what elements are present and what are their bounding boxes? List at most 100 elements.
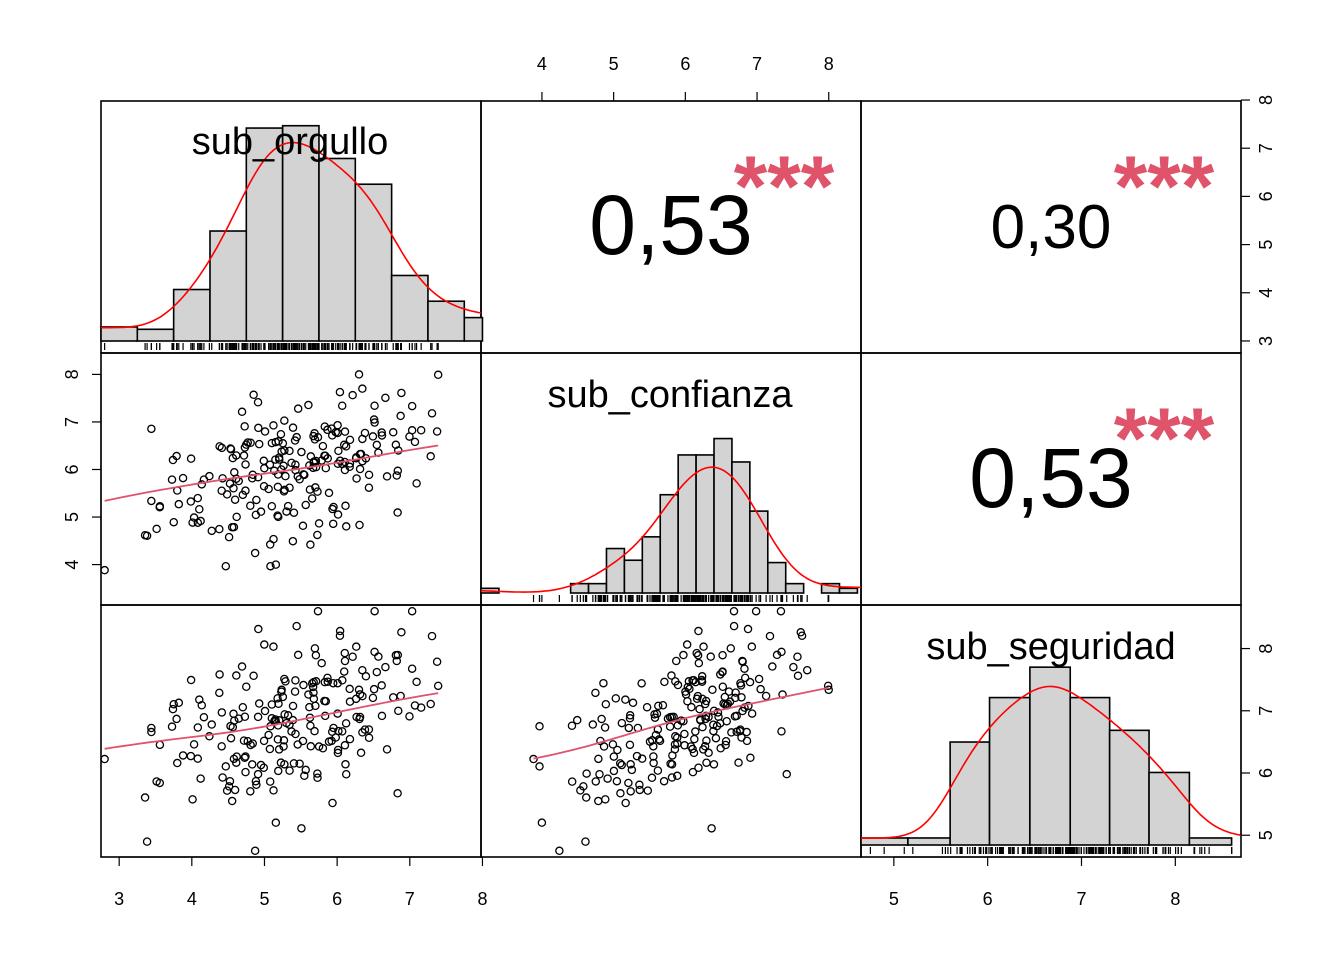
scatter-point [147,723,156,733]
scatter-point [742,727,751,737]
scatter-point [613,745,622,755]
scatter-point [712,721,722,731]
scatter-point [341,760,350,769]
scatter-point [719,699,728,708]
scatter-point [323,425,332,435]
scatter-point [747,642,757,651]
histogram-bar-sub_confianza [713,437,733,594]
scatter-point [682,640,692,649]
scatter-point [756,684,765,694]
scatter-point [567,777,577,786]
x-axis-tick-label-sub_seguridad: 6 [983,889,993,909]
top-axis-tick-label-sub_confianza: 7 [752,54,762,74]
scatter-point [393,789,402,798]
scatter-point [333,678,342,688]
scatter-point [693,691,703,701]
scatter-point [264,730,273,740]
scatter-point [412,479,421,488]
scatter-point [317,658,326,668]
scatter-point [340,427,350,436]
scatter-point [327,736,336,746]
scatter-point [306,721,315,730]
scatter-point [345,734,355,744]
right-axis-tick-label-sub_orgullo: 3 [1256,336,1276,346]
histogram-bar-sub_seguridad [907,837,951,846]
scatter-point [259,736,269,746]
smooth-line-sub_orgullo-sub_seguridad [104,692,439,750]
scatter-point [340,648,350,658]
scatter-point [310,644,320,653]
scatter-point [249,390,258,400]
scatter-point [720,692,730,702]
scatter-point [665,722,675,731]
scatter-point [609,766,619,776]
smooth-line-sub_confianza-sub_seguridad [533,686,829,760]
scatter-point [730,712,740,721]
scatter-point [761,691,771,701]
scatter-point [391,650,401,660]
scatter-point [186,675,196,685]
scatter-point [207,720,216,729]
scatter-point [226,444,235,453]
scatter-point [240,422,249,431]
scatter-point [612,776,622,786]
right-axis-tick-label-sub_orgullo: 7 [1256,143,1276,153]
histogram-bar-sub_seguridad [949,741,991,846]
histogram-bar-sub_confianza [605,547,626,594]
scatter-point [293,650,303,660]
scatter-point [377,431,387,440]
smooth-line-sub_orgullo-sub_confianza [104,444,439,502]
x-axis-tick-label-sub_seguridad: 5 [889,889,899,909]
right-axis-tick-label-sub_seguridad: 7 [1256,706,1276,716]
scatter-point [627,765,637,775]
x-axis-tick-label-sub_seguridad: 8 [1170,889,1180,909]
scatter-point [603,774,612,783]
scatter-point [249,671,258,681]
scatter-point [600,723,610,732]
scatter-point [734,758,743,767]
scatter-point [224,782,234,791]
scatter-point [311,456,321,466]
scatter-point [318,744,328,753]
scatter-point [683,682,693,692]
scatter-point [382,745,392,754]
scatter-point [271,818,281,827]
x-axis-tick-label-sub_orgullo: 8 [477,889,487,909]
scatter-point [823,681,833,691]
scatter-point [221,561,231,571]
scatter-point [273,482,283,492]
scatter-point [247,760,257,769]
scatter-point [394,706,403,716]
scatter-point [167,722,177,731]
scatter-point [432,427,442,436]
scatter-point [329,723,338,733]
scatter-point [218,773,227,782]
scatter-point [269,421,278,430]
scatter-point [649,752,658,761]
scatter-point [253,712,263,722]
scatter-point [313,606,323,616]
scatter-point [269,786,278,795]
scatter-point [364,733,374,743]
scatter-point [599,742,609,751]
histogram-bar-sub_seguridad [1069,696,1111,846]
histogram-bar-sub_confianza [838,587,859,594]
scatter-point [299,470,308,479]
scatter-point [252,495,261,505]
y-axis-tick-label-sub_confianza: 5 [62,512,82,522]
scatter-point [174,698,184,708]
scatter-point [591,688,600,698]
scatter-point [298,521,308,531]
correlation-orgullo-seguridad: 0,30 [991,193,1112,262]
scatter-point [708,685,717,695]
scatter-point [679,716,688,726]
panel-frame-1-0 [100,352,482,606]
scatter-point [698,694,707,704]
scatter-point [285,446,294,456]
scatter-point [152,777,161,786]
scatter-point [178,751,188,760]
scatter-point [372,440,382,450]
scatter-point [738,656,747,666]
scatter-point [300,771,309,781]
panels: 3 4 5 6 7 8 5 6 7 8 4 5 6 7 8 4 5 6 7 8 3 4 5 6 7 8 5 6 7 8 [62,54,1276,909]
